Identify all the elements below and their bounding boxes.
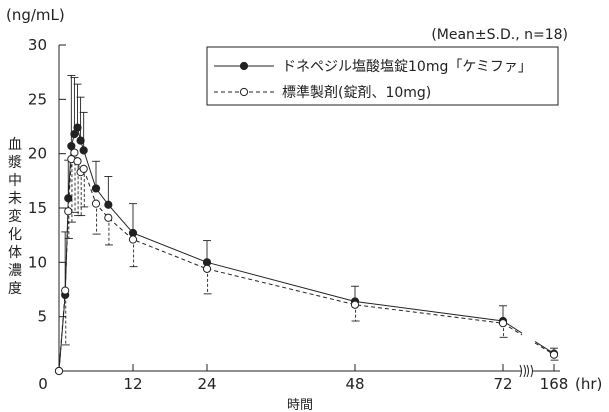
x-axis-label: 時間 xyxy=(287,398,313,412)
data-point xyxy=(54,366,64,376)
y-tick-label: 10 xyxy=(28,253,47,271)
x-tick-label: 168 xyxy=(540,375,569,393)
data-point xyxy=(64,207,73,216)
legend-box xyxy=(206,46,559,106)
series-line xyxy=(534,342,555,356)
legend-label: ドネペジル塩酸塩錠10mg「ケミファ」 xyxy=(282,59,532,75)
y-axis-label-char: 体 xyxy=(8,245,22,261)
data-point xyxy=(79,164,88,173)
data-point xyxy=(91,199,101,208)
legend-marker xyxy=(239,61,249,71)
data-point xyxy=(73,157,82,166)
data-point xyxy=(549,350,559,359)
data-point xyxy=(498,319,508,328)
data-point xyxy=(70,148,79,157)
x-axis-break-mark xyxy=(523,364,526,378)
chart-marks xyxy=(54,74,559,376)
data-point xyxy=(70,130,79,139)
data-point xyxy=(202,264,212,273)
x-axis-unit: (hr) xyxy=(575,375,602,393)
legend-marker xyxy=(239,87,249,97)
data-point xyxy=(64,194,73,203)
x-tick-label: 72 xyxy=(493,375,512,393)
y-tick-label: 30 xyxy=(28,36,47,54)
data-point xyxy=(104,213,113,222)
x-axis-break-mark xyxy=(530,364,533,378)
y-axis-label-char: 漿 xyxy=(8,155,22,171)
series-2 xyxy=(54,148,559,376)
data-point xyxy=(73,123,82,132)
y-axis-label-char: 濃 xyxy=(8,263,22,279)
legend-label: 標準製剤(錠剤、10mg) xyxy=(282,85,431,101)
x-tick-label: 24 xyxy=(197,375,216,393)
data-point xyxy=(79,146,88,155)
data-point xyxy=(61,286,70,295)
y-tick-label: 15 xyxy=(28,199,47,217)
x-tick-label: 48 xyxy=(345,375,364,393)
y-axis-unit: (ng/mL) xyxy=(6,6,65,24)
y-axis-label-char: 変 xyxy=(8,208,22,225)
x-tick-label: 0 xyxy=(38,375,48,393)
data-point xyxy=(104,200,113,209)
data-point xyxy=(67,141,76,151)
y-axis-label-char: 化 xyxy=(8,227,22,243)
stat-note: (Mean±S.D., n=18) xyxy=(431,27,568,43)
x-axis-break-mark xyxy=(526,364,529,378)
data-point xyxy=(350,300,360,309)
series-line xyxy=(58,151,523,372)
y-tick-label: 5 xyxy=(37,308,47,326)
series-1 xyxy=(54,74,559,376)
data-point xyxy=(76,136,85,145)
y-tick-label: 25 xyxy=(28,90,47,108)
y-axis-label-char: 中 xyxy=(8,173,22,189)
x-tick-label: 12 xyxy=(123,375,142,393)
data-point xyxy=(128,235,138,244)
y-axis-label-char: 度 xyxy=(8,281,22,297)
legend: ドネペジル塩酸塩錠10mg「ケミファ」標準製剤(錠剤、10mg) xyxy=(206,46,559,106)
y-axis-label-char: 血 xyxy=(8,137,22,153)
series-line xyxy=(58,126,523,372)
y-axis-label-char: 未 xyxy=(8,191,22,207)
data-point xyxy=(91,184,101,193)
y-tick-label: 20 xyxy=(28,145,47,163)
x-axis-break-mark xyxy=(519,364,522,378)
